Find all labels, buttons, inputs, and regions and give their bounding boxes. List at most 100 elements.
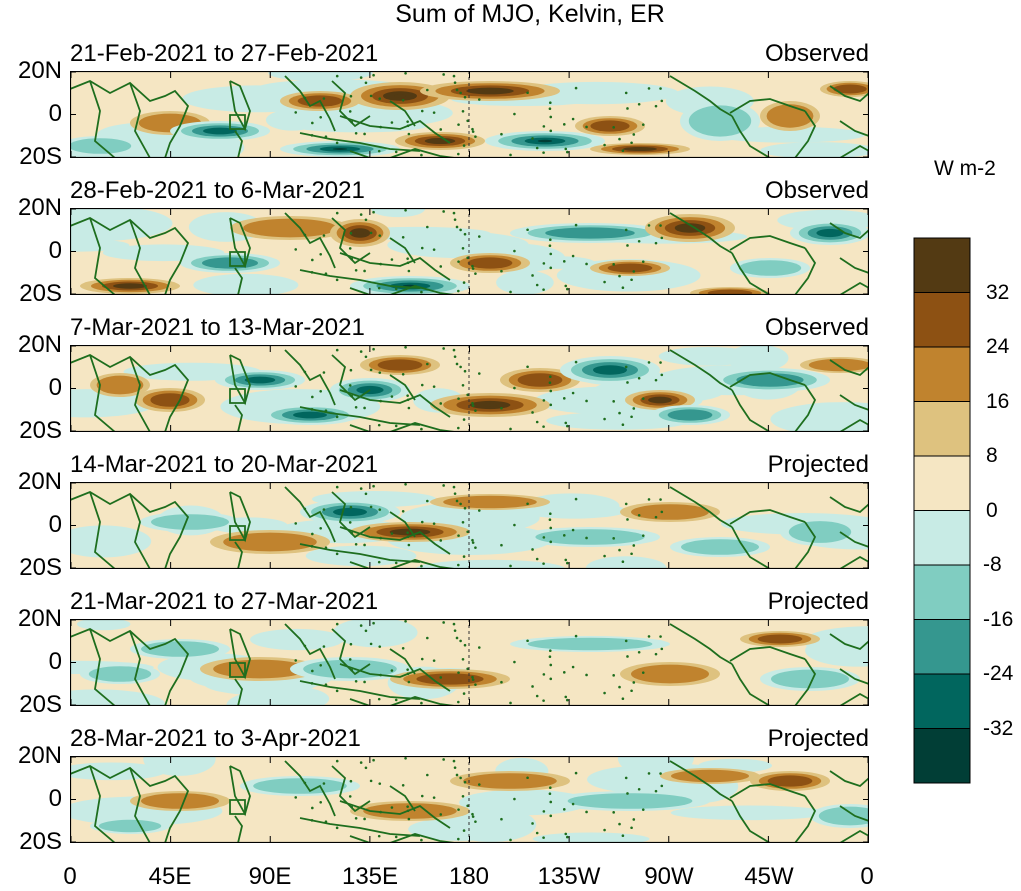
colorbar-label: 16 (986, 389, 1010, 413)
island-dot (426, 362, 429, 366)
island-dot (624, 365, 628, 369)
island-dot (542, 836, 545, 839)
island-dot (535, 146, 539, 150)
island-dot (294, 659, 298, 662)
coastline (794, 521, 817, 569)
coastline (339, 252, 451, 281)
coastline (839, 418, 869, 432)
island-dot (535, 283, 539, 287)
anomaly-contour (70, 525, 152, 558)
anomaly-contour (833, 84, 867, 94)
island-dot (630, 141, 633, 145)
island-dot (471, 267, 475, 270)
coastline (839, 120, 869, 137)
island-dot (574, 360, 578, 364)
coastline (229, 80, 251, 132)
map-panel-1: 21-Feb-2021 to 27-Feb-2021 Observed (70, 40, 869, 158)
island-dot (660, 99, 664, 103)
island-dot (442, 73, 445, 76)
island-dot (401, 510, 405, 513)
island-dot (379, 673, 382, 677)
anomaly-contour (415, 559, 566, 569)
island-dot (378, 645, 382, 648)
island-dot (500, 132, 503, 136)
island-dot (324, 546, 328, 550)
island-dot (630, 689, 633, 693)
island-dot (585, 399, 588, 403)
island-dot (461, 794, 465, 798)
colorbar-swatch (913, 346, 971, 402)
colorbar-label: 8 (986, 444, 998, 467)
lat-label: 20N (17, 468, 62, 495)
coastline (839, 257, 869, 274)
island-dot (549, 800, 553, 804)
island-dot (626, 381, 629, 384)
coastline (70, 79, 190, 158)
lat-label: 0 (48, 648, 62, 675)
island-dot (624, 639, 628, 643)
lon-label: 90W (644, 863, 694, 890)
coastline (729, 372, 806, 388)
island-dot (477, 783, 481, 786)
map-field (70, 71, 869, 158)
island-dot (509, 564, 512, 568)
island-dot (659, 87, 662, 90)
panel-period: 28-Mar-2021 to 3-Apr-2021 (70, 725, 361, 752)
island-dot (406, 124, 410, 128)
island-dot (526, 365, 529, 369)
coastline (349, 698, 371, 706)
island-dot (647, 361, 651, 364)
island-dot (324, 272, 328, 276)
island-dot (474, 135, 477, 138)
island-dot (549, 115, 553, 119)
lat-label: 0 (48, 374, 62, 401)
island-dot (348, 384, 352, 387)
island-dot (471, 678, 475, 681)
island-dot (319, 800, 322, 804)
coastline (729, 98, 806, 114)
island-dot (420, 383, 424, 387)
island-dot (354, 269, 358, 272)
panel-status: Projected (767, 725, 869, 752)
island-dot (462, 281, 466, 284)
coastline (389, 237, 416, 264)
island-dot (335, 348, 339, 352)
island-dot (378, 782, 382, 785)
coastline (229, 251, 246, 267)
island-dot (542, 125, 546, 128)
island-dot (439, 402, 443, 405)
island-dot (379, 399, 382, 403)
island-dot (566, 698, 569, 702)
island-dot (439, 676, 443, 679)
island-dot (378, 234, 382, 237)
island-dot (420, 427, 423, 431)
island-dot (311, 258, 314, 262)
island-dot (310, 408, 314, 411)
coastline (229, 525, 246, 541)
island-dot (548, 107, 552, 111)
anomaly-contour (443, 495, 537, 509)
lat-label: 20S (19, 554, 62, 581)
panel-frame (70, 345, 869, 432)
coastline (839, 144, 869, 158)
island-dot (442, 210, 445, 213)
coastline (731, 252, 771, 295)
coastline (89, 628, 116, 706)
anomaly-contour (203, 127, 237, 135)
island-dot (513, 523, 516, 527)
island-dot (364, 492, 368, 496)
island-dot (319, 663, 322, 667)
anomaly-contour (356, 231, 364, 235)
island-dot (462, 144, 466, 147)
anomaly-contour (667, 409, 713, 421)
island-dot (566, 835, 569, 839)
anomaly-contour (76, 619, 131, 631)
coastline (839, 829, 869, 843)
island-dot (335, 485, 339, 489)
anomaly-contour (268, 71, 373, 82)
island-dot (350, 257, 354, 261)
coastline (284, 486, 336, 543)
coastline (794, 247, 817, 295)
island-dot (369, 231, 373, 235)
island-dot (564, 558, 568, 562)
